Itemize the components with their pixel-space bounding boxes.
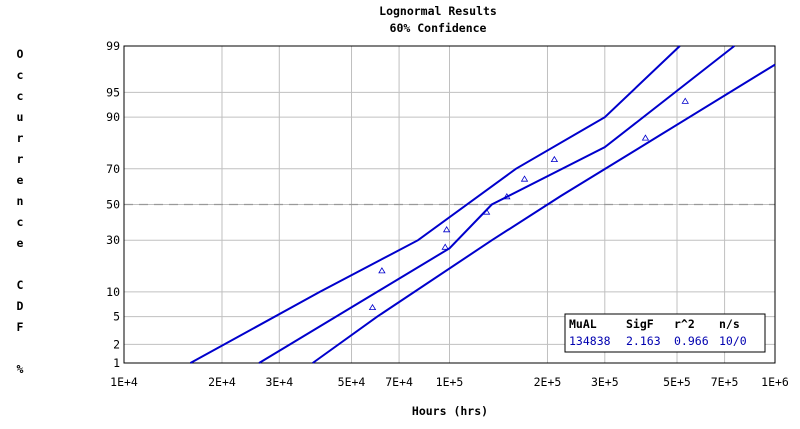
stats-value: 2.163	[626, 334, 661, 348]
x-tick-label: 5E+5	[663, 375, 691, 389]
data-point-marker	[482, 208, 491, 215]
y-axis-label-char: c	[17, 68, 24, 82]
x-tick-label: 1E+4	[110, 375, 138, 389]
data-point-marker	[550, 155, 559, 163]
stats-value: 0.966	[674, 334, 709, 348]
y-axis-label-char: c	[17, 215, 24, 229]
x-tick-label: 3E+5	[591, 375, 619, 389]
y-tick-label: 50	[106, 198, 120, 212]
data-points	[368, 97, 689, 311]
lower-bound-line	[312, 63, 776, 364]
y-tick-label: 90	[106, 110, 120, 124]
x-axis-label: Hours (hrs)	[412, 404, 488, 418]
x-tick-label: 3E+4	[265, 375, 293, 389]
y-axis-label-char: F	[17, 320, 24, 334]
y-axis-label-char: D	[17, 299, 24, 313]
y-axis-ticks: 1 2 5 10 30 50 70 90 95 99	[106, 39, 120, 370]
chart-subtitle: 60% Confidence	[390, 21, 487, 35]
stats-box-frame	[564, 313, 766, 353]
data-point-marker	[368, 303, 377, 311]
stats-header: r^2	[674, 317, 695, 331]
y-axis-label-char: e	[17, 236, 24, 250]
y-tick-label: 1	[113, 356, 120, 370]
x-tick-label: 5E+4	[338, 375, 366, 389]
x-tick-label: 2E+4	[208, 375, 236, 389]
stats-box: MuAL SigF r^2 n/s 134838 2.163 0.966 10/0	[564, 313, 766, 353]
y-tick-label: 70	[106, 162, 120, 176]
series-lines	[189, 45, 776, 364]
stats-value: 134838	[569, 334, 611, 348]
stats-value: 10/0	[719, 334, 747, 348]
x-tick-label: 7E+4	[385, 375, 413, 389]
x-tick-label: 1E+6	[761, 375, 789, 389]
y-axis-label-char: %	[17, 362, 24, 376]
y-axis-label-char: r	[17, 131, 24, 145]
y-axis-label-char: O	[17, 47, 24, 61]
data-point-marker	[442, 226, 451, 233]
x-tick-label: 1E+5	[436, 375, 464, 389]
stats-header: SigF	[626, 317, 654, 331]
y-axis-label-char: c	[17, 89, 24, 103]
upper-bound-line	[189, 45, 681, 364]
data-point-marker	[378, 267, 386, 274]
y-axis-label-char: C	[17, 278, 24, 292]
y-axis-label-char: e	[17, 173, 24, 187]
data-point-marker	[441, 243, 449, 250]
x-tick-label: 7E+5	[711, 375, 739, 389]
stats-header: n/s	[719, 317, 740, 331]
data-point-marker	[681, 97, 689, 104]
stats-header: MuAL	[569, 317, 597, 331]
fit-line	[258, 45, 735, 364]
chart-title: Lognormal Results	[379, 4, 497, 18]
y-axis-label-char: u	[17, 110, 24, 124]
x-axis-ticks: 1E+4 2E+4 3E+4 5E+4 7E+4 1E+5 2E+5 3E+5 5E+5 7E+5…	[110, 375, 789, 389]
data-point-marker	[503, 193, 511, 200]
y-tick-label: 30	[106, 233, 120, 247]
y-tick-label: 5	[113, 310, 120, 324]
y-tick-label: 2	[113, 337, 120, 351]
data-point-marker	[520, 175, 529, 182]
y-axis-label-char: n	[17, 194, 24, 208]
y-tick-label: 10	[106, 285, 120, 299]
y-tick-label: 95	[106, 85, 120, 99]
y-axis-label-char: r	[17, 152, 24, 166]
x-tick-label: 2E+5	[534, 375, 562, 389]
y-tick-label: 99	[106, 39, 120, 53]
plot-frame	[123, 45, 776, 364]
data-point-marker	[641, 134, 650, 141]
